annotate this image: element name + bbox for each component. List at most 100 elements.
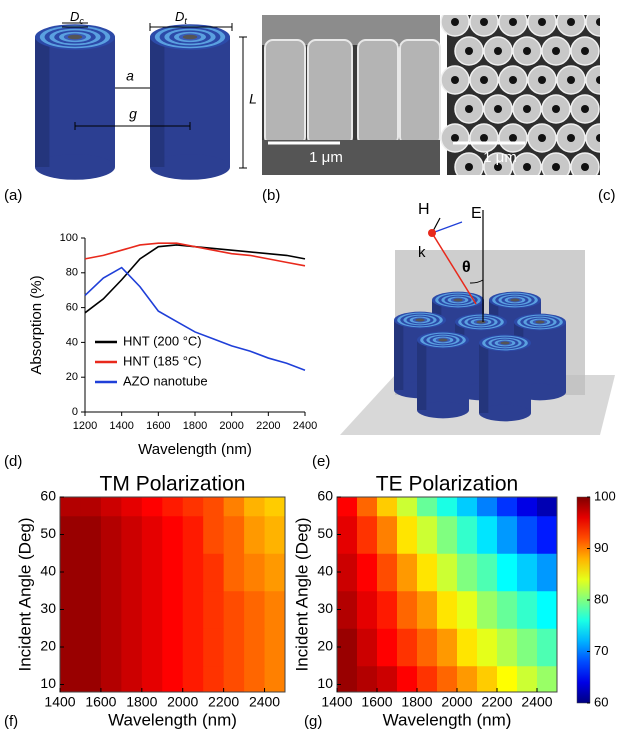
heatmap-cell <box>101 628 122 666</box>
label-g: g <box>129 106 137 122</box>
cylinder-core <box>415 319 424 322</box>
heatmap-cell <box>101 591 122 629</box>
sem-hole <box>509 18 517 26</box>
heatmap-cell <box>244 553 265 591</box>
y-tick-label: 80 <box>66 267 78 279</box>
y-tick-label: 100 <box>60 232 78 244</box>
y-tick-label: 40 <box>66 336 78 348</box>
label-k: k <box>418 244 426 261</box>
sem-hole <box>538 18 546 26</box>
y-axis-label: Incident Angle (Deg) <box>292 517 311 671</box>
heatmap-cell <box>80 516 101 554</box>
sem-image-b <box>262 15 440 175</box>
heatmap-cell <box>477 553 498 591</box>
sem-hole <box>581 47 589 55</box>
heatmap-cell <box>417 516 438 554</box>
x-tick-label: 1400 <box>109 420 133 432</box>
y-tick-label: 30 <box>317 600 333 616</box>
x-axis-label: Wavelength (nm) <box>138 441 252 458</box>
heatmap-cells <box>337 478 558 704</box>
heatmap-cell <box>377 553 398 591</box>
sem-hole <box>581 163 589 171</box>
x-tick-label: 1200 <box>73 420 97 432</box>
panel-label: (b) <box>262 187 280 204</box>
sem-hole <box>465 47 473 55</box>
heatmap-cell <box>497 591 518 629</box>
heatmap-cell <box>265 591 286 629</box>
sem-hole <box>567 18 575 26</box>
sem-hole <box>509 76 517 84</box>
heatmap-cell <box>80 553 101 591</box>
heatmap-cell <box>162 628 183 666</box>
heatmap-cell <box>203 516 224 554</box>
sem-hole <box>538 134 546 142</box>
label-l: L <box>249 91 257 107</box>
colorbar-tick-label: 70 <box>594 643 608 658</box>
sem-hole <box>480 134 488 142</box>
colorbar-tick-label: 80 <box>594 591 608 606</box>
symbol: D <box>175 9 184 24</box>
y-tick-label: 20 <box>66 371 78 383</box>
heatmap-cell <box>224 628 245 666</box>
y-tick-label: 30 <box>40 600 56 616</box>
cylinder-shade <box>479 343 488 413</box>
y-tick-label: 40 <box>40 563 56 579</box>
sem-hole <box>451 18 459 26</box>
heatmap-cell <box>417 591 438 629</box>
x-tick-label: 2000 <box>167 694 198 710</box>
heatmap-cells <box>60 478 286 704</box>
sem-hole <box>552 47 560 55</box>
heatmap-cell <box>162 591 183 629</box>
x-tick-label: 1800 <box>183 420 207 432</box>
heatmap-cell <box>244 628 265 666</box>
sem-pillar <box>265 40 305 145</box>
label-dc: Dc <box>70 9 84 26</box>
sem-hole <box>480 18 488 26</box>
panel-label: (g) <box>304 713 322 730</box>
sem-floor <box>262 140 440 175</box>
chart-title: TM Polarization <box>100 473 246 496</box>
heatmap-cell <box>537 591 558 629</box>
heatmap-cell <box>183 591 204 629</box>
sem-hole <box>552 163 560 171</box>
heatmap-cell <box>183 628 204 666</box>
y-tick-label: 40 <box>317 563 333 579</box>
x-tick-label: 1600 <box>146 420 170 432</box>
heatmap-cell <box>224 553 245 591</box>
x-tick-label: 2200 <box>208 694 239 710</box>
heatmap-cell <box>437 553 458 591</box>
heatmap-cell <box>265 553 286 591</box>
panel-label: (d) <box>4 453 22 470</box>
y-tick-label: 10 <box>40 675 56 691</box>
sem-hole <box>538 76 546 84</box>
heatmap-cell <box>397 628 418 666</box>
sem-hole <box>567 134 575 142</box>
sem-hole <box>552 105 560 113</box>
panel-label: (e) <box>312 453 330 470</box>
sem-mask <box>600 10 622 180</box>
diagram-a <box>35 23 247 180</box>
x-tick-label: 2400 <box>293 420 317 432</box>
heatmap-cell <box>142 516 163 554</box>
y-tick-label: 60 <box>66 302 78 314</box>
heatmap-cell <box>101 516 122 554</box>
sem-pillar <box>308 40 352 145</box>
heatmap-cell <box>203 628 224 666</box>
cylinder-shade <box>394 320 403 390</box>
heatmap-cell <box>101 553 122 591</box>
sem-hole <box>494 105 502 113</box>
cylinder-core <box>476 321 485 324</box>
heatmap-cell <box>537 628 558 666</box>
heatmap-cell <box>437 628 458 666</box>
heatmap-cell <box>417 628 438 666</box>
sem-hole <box>494 47 502 55</box>
label-a: a <box>126 68 134 84</box>
sem-hole <box>465 105 473 113</box>
heatmap-cell <box>477 516 498 554</box>
x-tick-label: 2000 <box>219 420 243 432</box>
heatmap-cell <box>477 591 498 629</box>
heatmap-cell <box>357 591 378 629</box>
heatmap-cell <box>357 628 378 666</box>
heatmap-cell <box>517 628 538 666</box>
heatmap-cell <box>517 516 538 554</box>
